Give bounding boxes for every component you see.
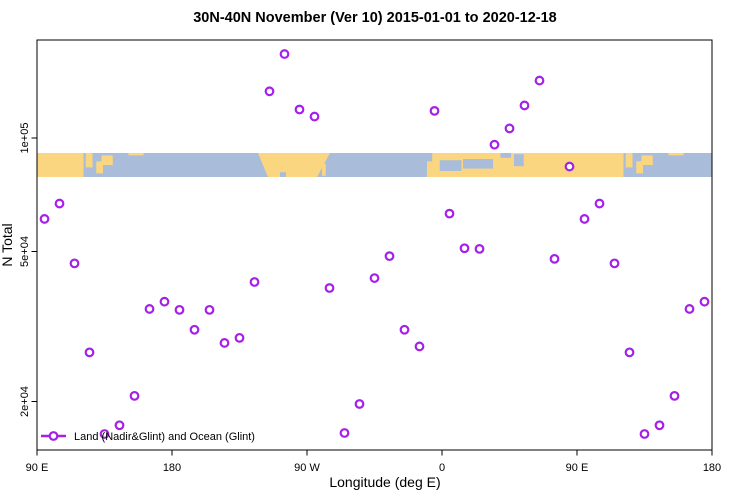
data-point [144,304,155,314]
y-tick-label: 5e+04 [19,236,31,267]
data-point [219,338,230,348]
data-point [249,277,260,287]
axis-ticks: 90 E 180 90 W 0 90 E 180 1e+05 5e+04 2e+04 [19,123,721,474]
data-points [39,49,710,439]
data-point [549,253,560,264]
sea-area [500,153,511,158]
data-point [54,198,65,209]
x-axis-label: Longitude (deg E) [329,474,440,490]
data-point [84,347,95,358]
legend-label: Land (Nadir&Glint) and Ocean (Glint) [74,431,255,443]
world-map-strip [37,153,712,177]
land-area [101,155,113,165]
legend: Land (Nadir&Glint) and Ocean (Glint) [41,431,255,443]
data-point [579,214,590,224]
plot-border [36,39,713,451]
data-point [339,428,350,438]
sea-area [463,159,493,169]
land-area [96,161,103,174]
x-tick-label: 180 [163,462,181,474]
data-point [534,75,545,86]
data-point [114,420,125,431]
data-point [519,100,530,111]
x-tick-label: 180 [703,462,721,474]
data-point [294,104,305,115]
land-area [128,153,144,156]
data-point [654,420,665,431]
x-tick-label: 0 [439,462,445,474]
land-area [85,153,93,168]
data-point [684,304,695,314]
data-point [324,283,335,293]
sea-area [280,172,286,177]
land-area [668,153,684,156]
data-point [429,106,440,116]
data-point [309,111,320,122]
x-tick-label: 90 E [26,462,49,474]
land-area [257,153,330,177]
x-tick-label: 90 W [294,462,320,474]
sea-area [427,153,433,162]
data-point [669,390,680,401]
sea-area [514,154,524,167]
data-point [234,332,245,343]
land-area [625,153,633,168]
land-area [636,161,643,174]
data-point [174,304,185,315]
y-tick-label: 1e+05 [19,123,31,154]
data-point [189,324,200,335]
data-point [489,139,500,150]
data-point [414,341,425,352]
land-area [322,163,326,176]
data-point [369,273,380,283]
data-point [99,429,110,439]
data-point [459,243,470,254]
land-area [641,155,653,165]
data-point [639,429,650,439]
data-point [159,296,170,307]
data-point [39,214,50,224]
data-point [624,347,635,358]
x-tick-label: 90 E [566,462,589,474]
data-point [564,161,575,172]
chart-title: 30N-40N November (Ver 10) 2015-01-01 to … [193,10,557,26]
data-point [699,296,710,307]
data-point [69,258,80,269]
data-point [444,208,455,219]
data-point [594,198,605,209]
legend-marker-icon [48,431,59,441]
data-point [129,390,140,401]
data-point [504,123,515,134]
data-point [204,304,215,315]
sea-area [439,160,462,171]
data-point [474,243,485,254]
data-point [609,258,620,269]
data-point [279,49,290,59]
land-area [37,153,84,177]
data-point [354,399,365,409]
data-point [384,251,395,262]
y-tick-label: 2e+04 [19,386,31,417]
y-axis-label: N Total [0,223,15,266]
data-point [264,86,275,97]
data-point [399,324,410,335]
